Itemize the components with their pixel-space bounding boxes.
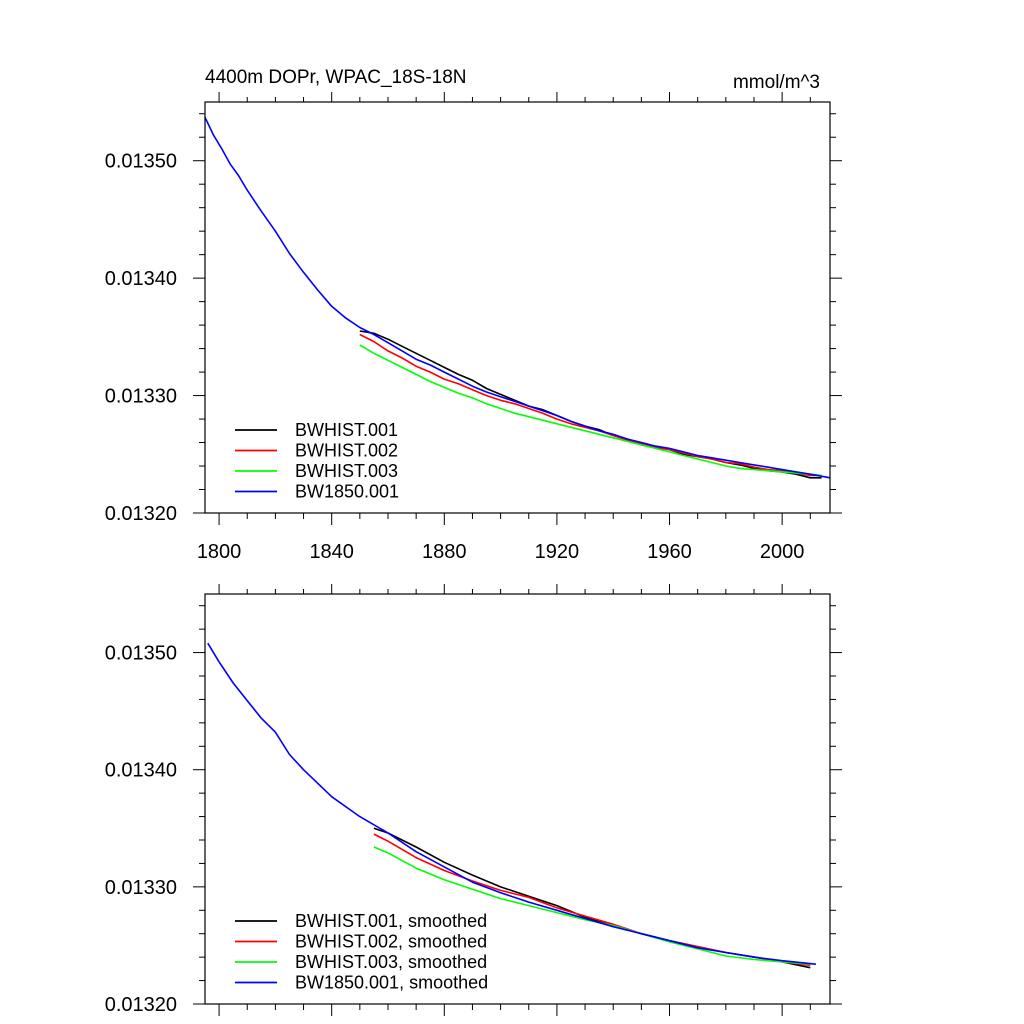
legend-label: BWHIST.003 [295,461,398,481]
legend-label: BW1850.001 [295,482,399,502]
series-line-2 [359,333,822,477]
legend-label: BWHIST.002, smoothed [295,932,487,952]
y-tick-label: 0.01330 [105,877,177,899]
x-tick-label: 1880 [422,541,467,563]
series-line-4 [207,642,816,965]
legend-label: BW1850.001, smoothed [295,973,488,993]
legend-label: BWHIST.001 [295,420,398,440]
y-tick-label: 0.01340 [105,760,177,782]
x-tick-label: 1800 [197,541,242,563]
bottom-panel: 0.01320 0.01330 0.01340 0.01350 BWHIST.001,… [105,584,842,1016]
legend-label: BWHIST.001, smoothed [295,911,487,931]
legend-label: BWHIST.003, smoothed [295,952,487,972]
series-line-4 [204,116,831,479]
y-tick-label: 0.01320 [105,994,177,1016]
chart-title: 4400m DOPr, WPAC_18S-18N [205,67,467,88]
y-tick-label: 0.01330 [105,386,177,408]
x-tick-label: 2000 [760,541,805,563]
plot-frame [204,101,831,514]
units-label: mmol/m^3 [733,72,820,93]
y-tick-label: 0.01340 [105,268,177,290]
legend-label: BWHIST.002 [295,441,398,461]
series-line-3 [359,344,822,477]
x-tick-label: 1840 [309,541,354,563]
series-line-3 [373,846,811,965]
x-tick-label: 1920 [535,541,580,563]
top-panel: 4400m DOPr, WPAC_18S-18N mmol/m^3 1800 18… [105,67,842,563]
plot-frame [204,593,831,1005]
y-tick-label: 0.01350 [105,643,177,665]
y-tick-label: 0.01350 [105,151,177,173]
series-line-1 [359,330,822,479]
x-tick-label: 1960 [647,541,692,563]
y-tick-label: 0.01320 [105,503,177,525]
